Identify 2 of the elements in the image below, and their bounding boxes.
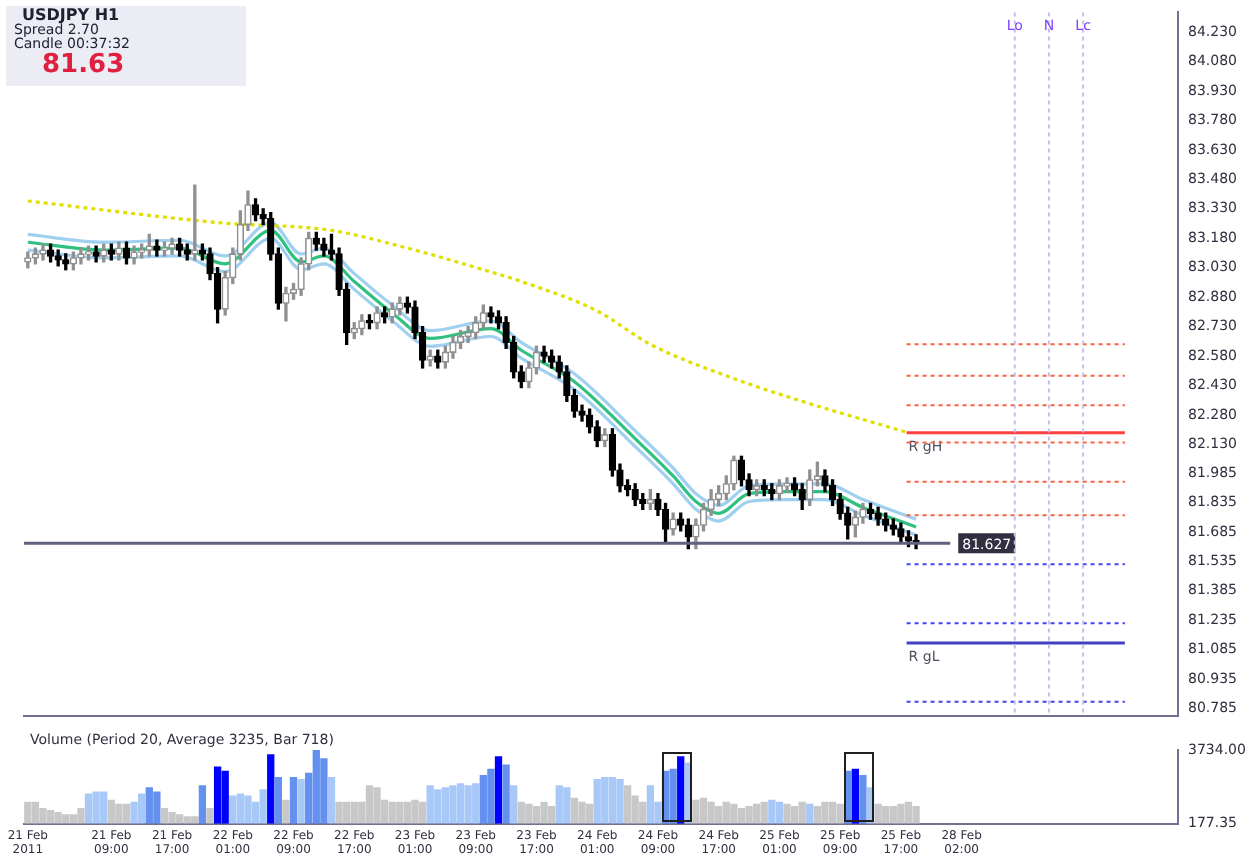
annotation: 81.63 [42, 50, 127, 80]
chart-title: USDJPY H1 [22, 6, 122, 24]
